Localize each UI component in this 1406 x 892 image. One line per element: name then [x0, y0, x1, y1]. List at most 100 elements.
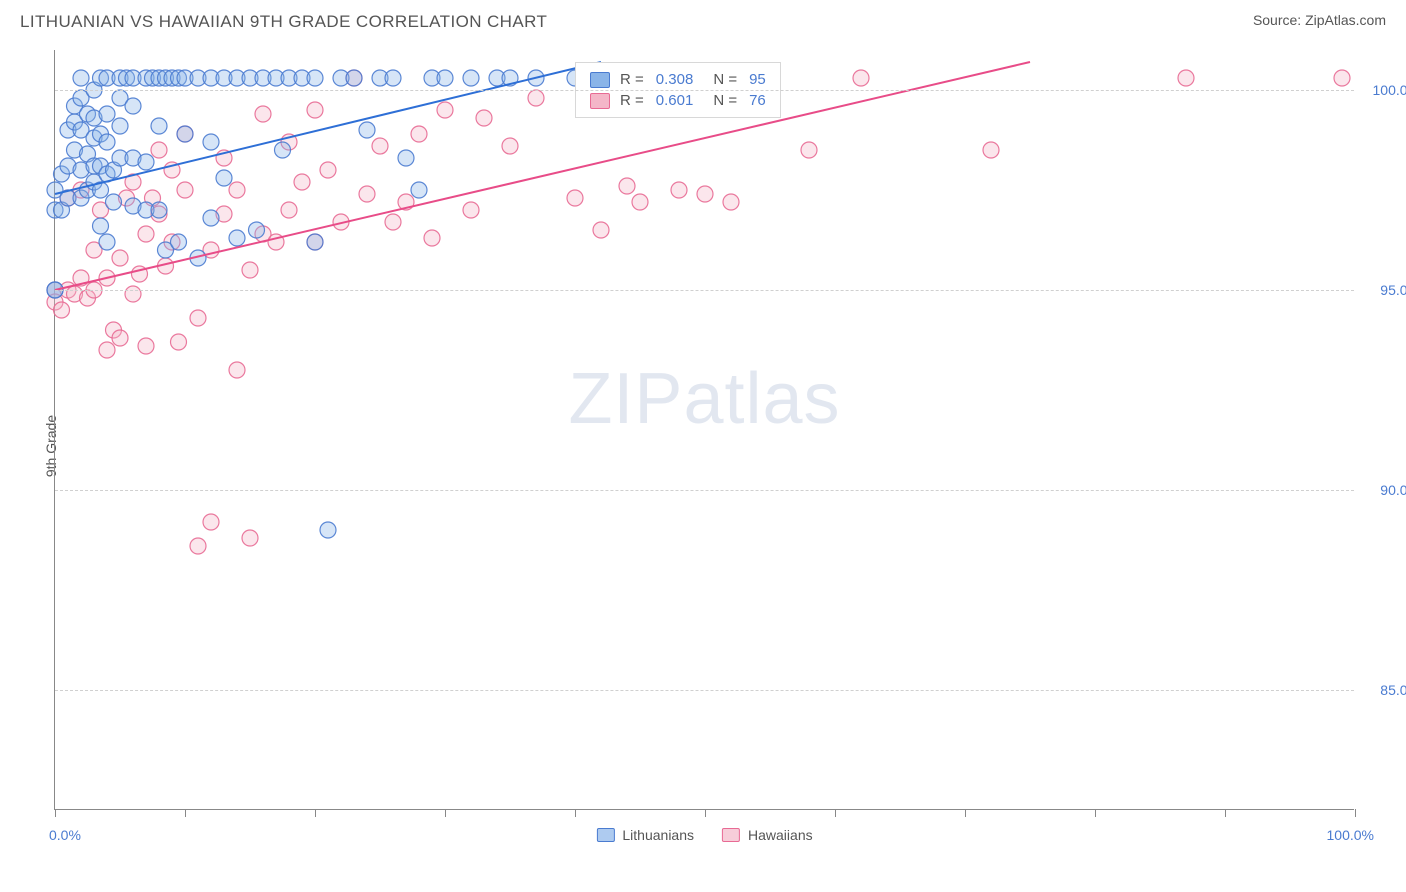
data-point	[125, 98, 141, 114]
data-point	[255, 106, 271, 122]
y-tick-label: 90.0%	[1380, 482, 1406, 498]
data-point	[229, 182, 245, 198]
x-tick	[1355, 809, 1356, 817]
data-point	[73, 70, 89, 86]
legend-item-lithuanians: Lithuanians	[596, 827, 694, 843]
x-axis-max-label: 100.0%	[1327, 827, 1374, 843]
legend: Lithuanians Hawaiians	[596, 827, 812, 843]
data-point	[372, 138, 388, 154]
data-point	[801, 142, 817, 158]
x-tick	[1095, 809, 1096, 817]
data-point	[528, 90, 544, 106]
data-point	[437, 70, 453, 86]
data-point	[1178, 70, 1194, 86]
data-point	[853, 70, 869, 86]
data-point	[385, 70, 401, 86]
data-point	[437, 102, 453, 118]
data-point	[411, 182, 427, 198]
data-point	[93, 218, 109, 234]
source-attribution: Source: ZipAtlas.com	[1253, 12, 1386, 28]
gridline	[55, 490, 1354, 491]
data-point	[112, 330, 128, 346]
data-point	[54, 302, 70, 318]
data-point	[385, 214, 401, 230]
legend-swatch-icon	[596, 828, 614, 842]
data-point	[307, 70, 323, 86]
data-point	[151, 118, 167, 134]
data-point	[125, 286, 141, 302]
data-point	[346, 70, 362, 86]
data-point	[138, 226, 154, 242]
data-point	[359, 122, 375, 138]
data-point	[593, 222, 609, 238]
data-point	[411, 126, 427, 142]
data-point	[171, 234, 187, 250]
scatter-plot-area: ZIPatlas R =0.308 N =95 R =0.601 N =76 0…	[54, 50, 1354, 810]
data-point	[229, 362, 245, 378]
y-tick-label: 85.0%	[1380, 682, 1406, 698]
data-point	[463, 202, 479, 218]
data-point	[203, 514, 219, 530]
data-point	[320, 162, 336, 178]
data-point	[463, 70, 479, 86]
data-point	[216, 170, 232, 186]
data-point	[294, 174, 310, 190]
x-axis-min-label: 0.0%	[49, 827, 81, 843]
data-point	[307, 102, 323, 118]
data-point	[99, 234, 115, 250]
chart-title: LITHUANIAN VS HAWAIIAN 9TH GRADE CORRELA…	[20, 12, 547, 32]
x-tick	[965, 809, 966, 817]
x-tick	[575, 809, 576, 817]
data-point	[281, 202, 297, 218]
x-tick	[705, 809, 706, 817]
data-point	[229, 230, 245, 246]
x-tick	[185, 809, 186, 817]
data-point	[112, 118, 128, 134]
data-point	[151, 142, 167, 158]
data-point	[1334, 70, 1350, 86]
data-point	[249, 222, 265, 238]
data-point	[632, 194, 648, 210]
data-point	[177, 126, 193, 142]
data-point	[671, 182, 687, 198]
stats-swatch-icon	[590, 72, 610, 88]
gridline	[55, 690, 1354, 691]
x-tick	[835, 809, 836, 817]
data-point	[171, 334, 187, 350]
data-point	[983, 142, 999, 158]
data-point	[99, 342, 115, 358]
data-point	[723, 194, 739, 210]
data-point	[106, 194, 122, 210]
data-point	[190, 310, 206, 326]
y-tick-label: 95.0%	[1380, 282, 1406, 298]
x-tick	[315, 809, 316, 817]
data-point	[502, 138, 518, 154]
stats-swatch-icon	[590, 93, 610, 109]
x-tick	[1225, 809, 1226, 817]
data-point	[424, 230, 440, 246]
data-point	[112, 250, 128, 266]
data-point	[190, 538, 206, 554]
data-point	[242, 262, 258, 278]
data-point	[138, 154, 154, 170]
data-point	[307, 234, 323, 250]
data-point	[476, 110, 492, 126]
data-point	[619, 178, 635, 194]
stats-row-lithuanians: R =0.308 N =95	[590, 69, 766, 90]
data-point	[697, 186, 713, 202]
data-point	[275, 142, 291, 158]
data-point	[203, 134, 219, 150]
data-point	[177, 182, 193, 198]
data-point	[151, 202, 167, 218]
gridline	[55, 290, 1354, 291]
x-tick	[55, 809, 56, 817]
data-point	[99, 134, 115, 150]
legend-swatch-icon	[722, 828, 740, 842]
data-point	[138, 338, 154, 354]
data-point	[242, 530, 258, 546]
x-tick	[445, 809, 446, 817]
chart-svg	[55, 50, 1354, 809]
stats-row-hawaiians: R =0.601 N =76	[590, 90, 766, 111]
data-point	[99, 106, 115, 122]
gridline	[55, 90, 1354, 91]
